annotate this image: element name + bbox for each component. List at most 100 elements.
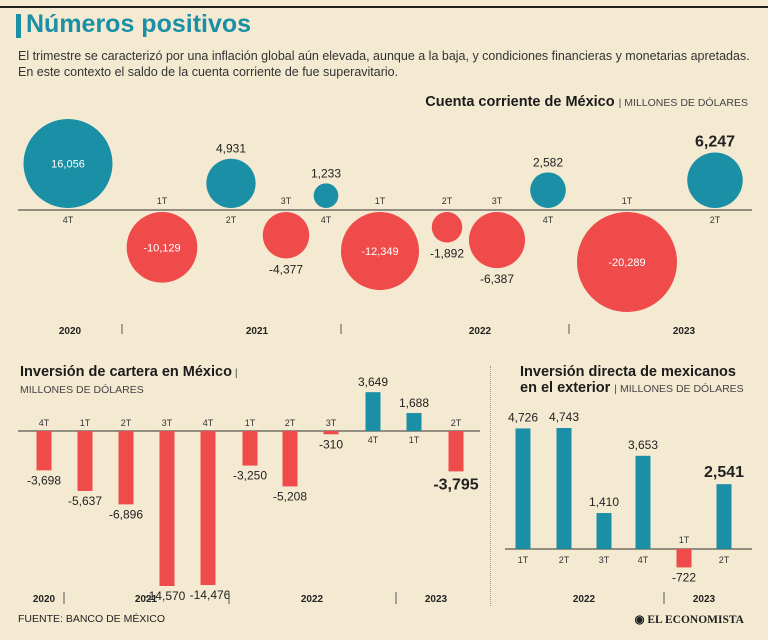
current-account-year-label: 2020: [59, 326, 82, 337]
portfolio-bar: [282, 431, 298, 487]
current-account-value-label: 16,056: [51, 159, 85, 171]
portfolio-value-label: -5,637: [68, 494, 102, 508]
direct-investment-value-label: 3,653: [628, 438, 658, 452]
current-account-quarter-label: 1T: [375, 196, 386, 206]
portfolio-quarter-label: 4T: [39, 418, 50, 428]
direct-investment-quarter-label: 4T: [638, 555, 649, 565]
portfolio-value-label: 3,649: [358, 375, 388, 389]
current-account-bubble: [687, 152, 743, 209]
panel-divider: [490, 366, 491, 606]
direct-investment-value-label: 2,541: [704, 464, 744, 481]
current-account-quarter-label: 4T: [63, 215, 74, 225]
direct-investment-bar: [676, 549, 692, 568]
current-account-value-label: -1,892: [430, 247, 464, 261]
direct-investment-quarter-label: 3T: [599, 555, 610, 565]
direct-investment-bar: [635, 455, 651, 549]
portfolio-year-label: 2023: [425, 594, 448, 605]
portfolio-year-label: 2020: [33, 594, 56, 605]
current-account-value-label: -6,387: [480, 272, 514, 286]
portfolio-bar: [159, 431, 175, 586]
portfolio-bar: [36, 431, 52, 471]
current-account-bubble: [262, 212, 310, 259]
portfolio-value-label: -14,570: [145, 589, 186, 603]
portfolio-title: Inversión de cartera en México: [20, 364, 232, 380]
current-account-quarter-label: 3T: [281, 196, 292, 206]
portfolio-quarter-label: 4T: [203, 418, 214, 428]
current-account-bubble: [431, 212, 463, 243]
portfolio-quarter-label: 3T: [162, 418, 173, 428]
current-account-quarter-label: 1T: [157, 196, 168, 206]
current-account-bubble: [577, 212, 677, 312]
portfolio-bar: [448, 431, 464, 472]
direct-investment-quarter-label: 1T: [679, 535, 690, 545]
current-account-quarter-label: 4T: [321, 215, 332, 225]
portfolio-bar: [200, 431, 216, 585]
portfolio-unit: MILLONES DE DÓLARES: [20, 384, 144, 396]
portfolio-bar: [406, 413, 422, 431]
current-account-value-label: -20,289: [608, 257, 645, 269]
page-subtitle: El trimestre se caracterizó por una infl…: [18, 49, 750, 79]
direct-investment-quarter-label: 2T: [559, 555, 570, 565]
portfolio-bar: [118, 431, 134, 505]
direct-investment-title-line1: Inversión directa de mexicanos: [520, 364, 736, 380]
current-account-value-label: 2,582: [533, 155, 563, 169]
current-account-value-label: -10,129: [143, 242, 180, 254]
direct-investment-unit: MILLONES DE DÓLARES: [619, 383, 744, 395]
current-account-year-label: 2023: [673, 326, 696, 337]
direct-investment-value-label: 4,743: [549, 410, 579, 424]
current-account-value-label: -4,377: [269, 262, 303, 276]
portfolio-quarter-label: 2T: [285, 418, 296, 428]
current-account-quarter-label: 2T: [710, 215, 721, 225]
portfolio-value-label: -3,250: [233, 469, 267, 483]
current-account-bubble: [23, 119, 113, 208]
current-account-value-label: -12,349: [361, 246, 398, 258]
portfolio-bar: [77, 431, 93, 491]
direct-investment-quarter-label: 2T: [719, 555, 730, 565]
portfolio-value-label: -3,795: [433, 476, 478, 493]
portfolio-quarter-label: 4T: [368, 435, 379, 445]
current-account-quarter-label: 4T: [543, 215, 554, 225]
portfolio-quarter-label: 1T: [245, 418, 256, 428]
current-account-value-label: 1,233: [311, 166, 341, 180]
current-account-quarter-label: 2T: [226, 215, 237, 225]
top-rule: [0, 6, 768, 8]
direct-investment-bar: [596, 513, 612, 549]
portfolio-quarter-label: 1T: [80, 418, 91, 428]
direct-investment-title-line2: en el exterior: [520, 380, 611, 396]
portfolio-title-row: Inversión de cartera en México |: [20, 364, 238, 380]
current-account-bubble: [340, 212, 420, 291]
direct-investment-value-label: 4,726: [508, 410, 538, 424]
current-account-year-label: 2022: [469, 326, 492, 337]
portfolio-year-label: 2021: [135, 594, 158, 605]
brand-name: EL ECONOMISTA: [647, 614, 744, 626]
direct-investment-value-label: -722: [672, 570, 696, 584]
current-account-value-label: 6,247: [695, 134, 735, 151]
current-account-quarter-label: 3T: [492, 196, 503, 206]
portfolio-quarter-label: 2T: [451, 418, 462, 428]
current-account-unit: MILLONES DE DÓLARES: [624, 97, 748, 109]
current-account-bubble: [126, 212, 198, 283]
direct-investment-bar: [515, 428, 531, 549]
portfolio-value-label: -14,476: [190, 588, 231, 602]
direct-investment-bar: [556, 428, 572, 549]
source-note: FUENTE: BANCO DE MÉXICO: [18, 613, 166, 625]
portfolio-bar: [365, 392, 381, 431]
brand-logo: ◉ EL ECONOMISTA: [634, 614, 744, 626]
current-account-bubble: [468, 212, 526, 269]
current-account-quarter-label: 1T: [622, 196, 633, 206]
current-account-bubble: [530, 172, 566, 208]
portfolio-value-label: -6,896: [109, 507, 143, 521]
portfolio-year-label: 2022: [301, 594, 324, 605]
direct-investment-year-label: 2023: [693, 594, 716, 605]
title-accent-bar: [16, 14, 21, 38]
current-account-bubble: [313, 183, 339, 208]
portfolio-bar: [242, 431, 258, 466]
direct-investment-title-row2: en el exterior | MILLONES DE DÓLARES: [520, 380, 744, 396]
current-account-value-label: 4,931: [216, 142, 246, 156]
portfolio-quarter-label: 2T: [121, 418, 132, 428]
page-title: Números positivos: [26, 10, 252, 38]
direct-investment-bar: [716, 484, 732, 549]
portfolio-value-label: 1,688: [399, 396, 429, 410]
